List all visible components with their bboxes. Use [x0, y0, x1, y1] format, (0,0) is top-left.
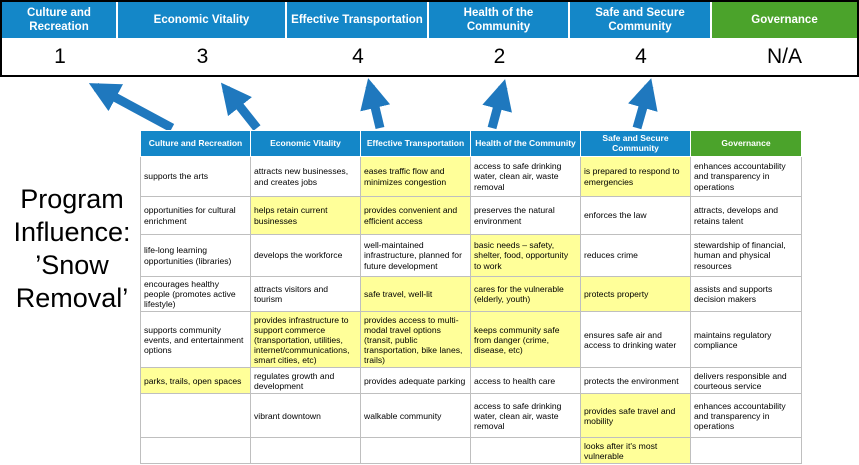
table-cell: attracts new businesses, and creates job… [250, 156, 361, 197]
table-cell: eases traffic flow and minimizes congest… [360, 156, 471, 197]
pillar-score-5: N/A [712, 38, 857, 75]
table-cell: parks, trails, open spaces [140, 367, 251, 395]
table-cell: develops the workforce [250, 234, 361, 277]
arrows-layer [88, 78, 658, 130]
table-cell: regulates growth and development [250, 367, 361, 395]
table-cell: walkable community [360, 393, 471, 439]
table-cell: provides adequate parking [360, 367, 471, 395]
pillar-score-3: 2 [429, 38, 570, 75]
table-cell: opportunities for cultural enrichment [140, 196, 251, 235]
pillar-header-0: Culture and Recreation [2, 2, 118, 38]
table-cell: keeps community safe from danger (crime,… [470, 311, 581, 369]
table-cell [470, 437, 581, 465]
table-row: life-long learning opportunities (librar… [140, 234, 802, 277]
table-row: opportunities for cultural enrichment hel… [140, 196, 802, 235]
pillar-header-5: Governance [712, 2, 857, 38]
table-row: encourages healthy people (promotes acti… [140, 275, 802, 313]
table-cell: protects property [580, 275, 691, 313]
table-cell [140, 393, 251, 439]
matrix-header-row: Culture and Recreation Economic Vitality E… [140, 130, 802, 157]
table-cell: attracts visitors and tourism [250, 275, 361, 313]
table-cell: cares for the vulnerable (elderly, youth… [470, 275, 581, 313]
table-row: looks after it's most vulnerable [140, 437, 802, 465]
pillar-header-1: Economic Vitality [118, 2, 287, 38]
table-row: supports community events, and entertain… [140, 311, 802, 369]
table-cell [690, 437, 802, 465]
table-cell: looks after it's most vulnerable [580, 437, 691, 465]
pillar-header-3: Health of the Community [429, 2, 570, 38]
table-cell: reduces crime [580, 234, 691, 277]
table-cell: encourages healthy people (promotes acti… [140, 275, 251, 313]
table-cell: access to safe drinking water, clean air… [470, 156, 581, 197]
pillar-header-4: Safe and Secure Community [570, 2, 712, 38]
pillar-header-row: Culture and Recreation Economic Vitality E… [2, 2, 857, 38]
table-cell: access to health care [470, 367, 581, 395]
table-cell: provides infrastructure to support comme… [250, 311, 361, 369]
table-cell: well-maintained infrastructure, planned … [360, 234, 471, 277]
influence-matrix: Culture and Recreation Economic Vitality E… [140, 130, 802, 465]
influence-arrow-icon [220, 82, 261, 130]
table-cell: attracts, develops and retains talent [690, 196, 802, 235]
table-cell [140, 437, 251, 465]
table-cell: vibrant downtown [250, 393, 361, 439]
influence-arrow-icon [628, 78, 658, 130]
table-cell: supports community events, and entertain… [140, 311, 251, 369]
table-cell: maintains regulatory compliance [690, 311, 802, 369]
table-cell: preserves the natural environment [470, 196, 581, 235]
program-influence-label: Program Influence: ’Snow Removal’ [13, 184, 131, 313]
table-row: supports the arts attracts new businesses… [140, 156, 802, 197]
table-cell: helps retain current businesses [250, 196, 361, 235]
pillar-score-1: 3 [118, 38, 287, 75]
table-cell [360, 437, 471, 465]
table-row: vibrant downtown walkable community access… [140, 393, 802, 439]
table-cell: enhances accountability and transparency… [690, 393, 802, 439]
table-cell: provides access to multi-modal travel op… [360, 311, 471, 369]
influence-arrow-icon [88, 83, 175, 130]
pillar-header-2: Effective Transportation [287, 2, 429, 38]
pillar-score-4: 4 [570, 38, 712, 75]
pillar-score-row: 1 3 4 2 4 N/A [2, 38, 857, 75]
table-cell: provides convenient and efficient access [360, 196, 471, 235]
matrix-column-header-5: Governance [690, 130, 802, 157]
matrix-column-header-4: Safe and Secure Community [580, 130, 691, 157]
table-cell: basic needs – safety, shelter, food, opp… [470, 234, 581, 277]
matrix-column-header-2: Effective Transportation [360, 130, 471, 157]
table-cell: provides safe travel and mobility [580, 393, 691, 439]
pillar-banner: Culture and Recreation Economic Vitality E… [0, 0, 859, 77]
table-cell: protects the environment [580, 367, 691, 395]
matrix-column-header-3: Health of the Community [470, 130, 581, 157]
table-cell: enhances accountability and transparency… [690, 156, 802, 197]
pillar-score-2: 4 [287, 38, 429, 75]
table-cell: safe travel, well-lit [360, 275, 471, 313]
matrix-column-header-0: Culture and Recreation [140, 130, 251, 157]
matrix-column-header-1: Economic Vitality [250, 130, 361, 157]
pillar-score-0: 1 [2, 38, 118, 75]
influence-arrow-icon [482, 79, 512, 130]
table-row: parks, trails, open spaces regulates grow… [140, 367, 802, 395]
table-cell: life-long learning opportunities (librar… [140, 234, 251, 277]
influence-arrow-icon [360, 78, 391, 130]
table-cell: delivers responsible and courteous servi… [690, 367, 802, 395]
table-cell: enforces the law [580, 196, 691, 235]
table-cell: assists and supports decision makers [690, 275, 802, 313]
table-cell: ensures safe air and access to drinking … [580, 311, 691, 369]
table-cell: supports the arts [140, 156, 251, 197]
table-cell: is prepared to respond to emergencies [580, 156, 691, 197]
table-cell [250, 437, 361, 465]
table-cell: access to safe drinking water, clean air… [470, 393, 581, 439]
table-cell: stewardship of financial, human and phys… [690, 234, 802, 277]
